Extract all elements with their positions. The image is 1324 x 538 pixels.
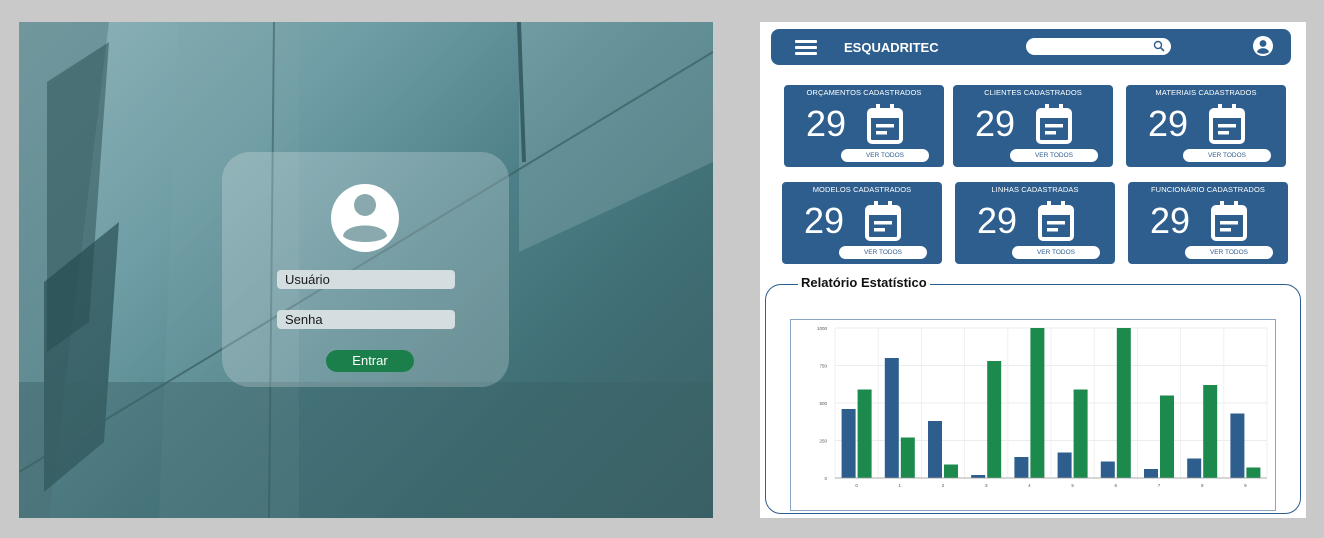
card-count: 29 bbox=[975, 103, 1016, 144]
username-input[interactable] bbox=[277, 270, 455, 289]
bar-series-2 bbox=[944, 464, 958, 478]
card-count: 29 bbox=[804, 200, 845, 241]
bar-series-2 bbox=[857, 389, 872, 478]
card-title: MODELOS CADASTRADOS bbox=[812, 185, 912, 194]
y-tick-label: 750 bbox=[819, 364, 827, 369]
y-tick-label: 250 bbox=[819, 439, 827, 444]
bar-series-1 bbox=[884, 358, 899, 478]
login-card: Entrar bbox=[222, 152, 509, 387]
bar-series-1 bbox=[1014, 457, 1029, 478]
x-tick-label: 4 bbox=[1028, 483, 1031, 488]
bar-series-2 bbox=[1030, 328, 1045, 478]
ver-todos-button[interactable]: VER TODOS bbox=[1010, 149, 1098, 162]
bar-series-1 bbox=[1187, 458, 1202, 478]
ver-todos-button[interactable]: VER TODOS bbox=[841, 149, 929, 162]
calendar-icon bbox=[867, 104, 903, 144]
x-tick-label: 0 bbox=[855, 483, 858, 488]
login-screen: Entrar bbox=[19, 22, 713, 518]
user-avatar-icon bbox=[331, 184, 399, 252]
search-input[interactable] bbox=[1026, 38, 1171, 55]
report-title: Relatório Estatístico bbox=[798, 275, 930, 290]
card-funcionarios: FUNCIONÁRIO CADASTRADOS 29 VER TODOS bbox=[1128, 182, 1288, 264]
card-count: 29 bbox=[806, 103, 847, 144]
app-title: ESQUADRITEC bbox=[844, 40, 939, 55]
bar-series-1 bbox=[1100, 461, 1115, 478]
card-modelos: MODELOS CADASTRADOS 29 VER TODOS bbox=[782, 182, 942, 264]
calendar-icon bbox=[865, 201, 901, 241]
card-title: MATERIAIS CADASTRADOS bbox=[1155, 88, 1257, 97]
x-tick-label: 8 bbox=[1201, 483, 1204, 488]
bar-chart: 0 250 500 750 1000 0 1 2 3 4 5 6 7 8 9 bbox=[817, 326, 1268, 488]
ver-todos-button[interactable]: VER TODOS bbox=[1185, 246, 1273, 259]
user-account-icon[interactable] bbox=[1253, 36, 1273, 56]
bar-series-1 bbox=[1144, 469, 1158, 478]
ver-todos-button[interactable]: VER TODOS bbox=[1012, 246, 1100, 259]
bar-series-2 bbox=[1203, 385, 1218, 478]
card-materiais: MATERIAIS CADASTRADOS 29 VER TODOS bbox=[1126, 85, 1286, 167]
x-tick-label: 5 bbox=[1071, 483, 1074, 488]
ver-todos-button[interactable]: VER TODOS bbox=[1183, 149, 1271, 162]
x-tick-label: 9 bbox=[1244, 483, 1247, 488]
dashboard-screen: ESQUADRITEC ORÇAMENTOS CADASTRADOS 29 VE… bbox=[760, 22, 1306, 518]
x-tick-label: 3 bbox=[985, 483, 988, 488]
x-tick-label: 7 bbox=[1158, 483, 1161, 488]
y-tick-label: 500 bbox=[819, 401, 827, 406]
calendar-icon bbox=[1036, 104, 1072, 144]
card-clientes: CLIENTES CADASTRADOS 29 VER TODOS bbox=[953, 85, 1113, 167]
card-orcamentos: ORÇAMENTOS CADASTRADOS 29 VER TODOS bbox=[784, 85, 944, 167]
card-count: 29 bbox=[1148, 103, 1189, 144]
card-title: LINHAS CADASTRADAS bbox=[991, 185, 1079, 194]
top-bar: ESQUADRITEC bbox=[771, 29, 1291, 65]
report-section: Relatório Estatístico 0 250 500 750 1000 0 1 2 3… bbox=[765, 275, 1301, 514]
bar-series-2 bbox=[900, 437, 915, 478]
bar-series-2 bbox=[1073, 389, 1088, 478]
y-tick-label: 0 bbox=[824, 476, 827, 481]
card-count: 29 bbox=[977, 200, 1018, 241]
hamburger-menu-icon[interactable] bbox=[795, 40, 817, 55]
login-button[interactable]: Entrar bbox=[326, 350, 414, 372]
background-image bbox=[19, 22, 713, 518]
x-tick-label: 6 bbox=[1115, 483, 1118, 488]
bar-series-1 bbox=[1230, 413, 1245, 478]
bar-chart-container: 0 250 500 750 1000 0 1 2 3 4 5 6 7 8 9 bbox=[790, 319, 1276, 511]
bar-series-2 bbox=[987, 361, 1002, 478]
x-tick-label: 1 bbox=[899, 483, 902, 488]
bar-series-2 bbox=[1246, 467, 1261, 478]
y-tick-label: 1000 bbox=[817, 326, 828, 331]
card-count: 29 bbox=[1150, 200, 1191, 241]
ver-todos-button[interactable]: VER TODOS bbox=[839, 246, 927, 259]
password-input[interactable] bbox=[277, 310, 455, 329]
card-title: CLIENTES CADASTRADOS bbox=[984, 88, 1082, 97]
card-title: FUNCIONÁRIO CADASTRADOS bbox=[1151, 185, 1265, 194]
bar-series-1 bbox=[841, 409, 856, 478]
calendar-icon bbox=[1209, 104, 1245, 144]
bar-series-2 bbox=[1116, 328, 1131, 478]
card-title: ORÇAMENTOS CADASTRADOS bbox=[806, 88, 922, 97]
bar-series-1 bbox=[971, 475, 986, 478]
bar-series-1 bbox=[1057, 452, 1072, 478]
calendar-icon bbox=[1038, 201, 1074, 241]
search-icon[interactable] bbox=[1153, 40, 1165, 52]
bar-series-2 bbox=[1160, 395, 1174, 478]
card-linhas: LINHAS CADASTRADAS 29 VER TODOS bbox=[955, 182, 1115, 264]
bar-series-1 bbox=[928, 421, 942, 478]
calendar-icon bbox=[1211, 201, 1247, 241]
x-tick-label: 2 bbox=[942, 483, 945, 488]
